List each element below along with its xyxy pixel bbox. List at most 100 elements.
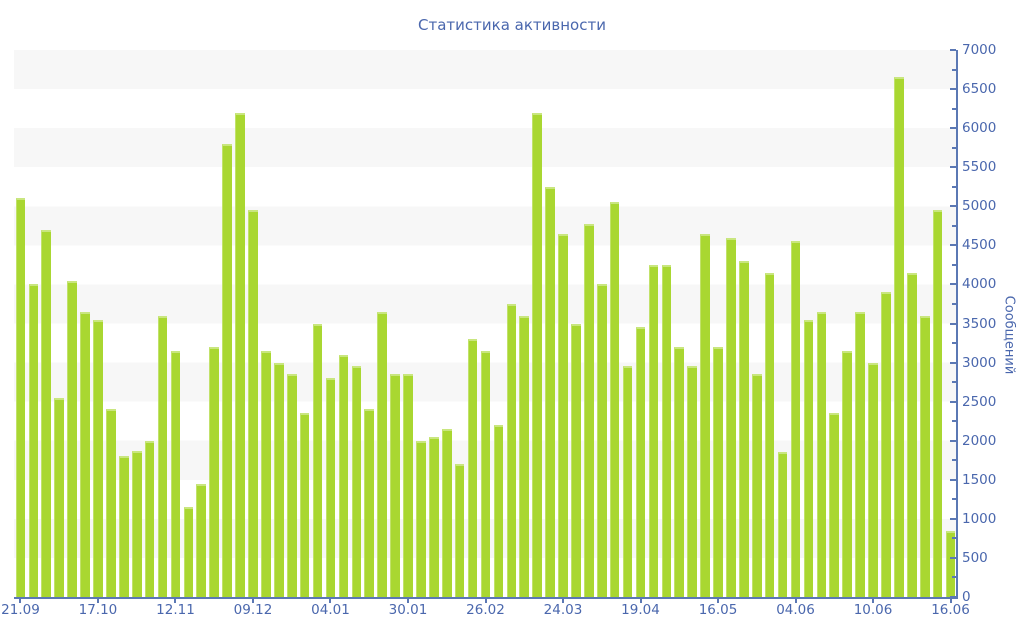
bar[interactable] — [803, 319, 814, 597]
bar[interactable] — [480, 350, 491, 597]
y-minor-tick — [952, 263, 956, 266]
bar[interactable] — [855, 311, 865, 597]
bar[interactable] — [93, 319, 103, 597]
bar[interactable] — [131, 450, 142, 597]
bar[interactable] — [325, 378, 336, 597]
plot-area — [14, 50, 957, 597]
bar[interactable] — [170, 350, 181, 597]
y-minor-tick — [952, 498, 956, 501]
bar[interactable] — [261, 350, 271, 597]
bar[interactable] — [338, 354, 349, 597]
bar[interactable] — [519, 315, 530, 597]
bar[interactable] — [868, 362, 878, 597]
bar[interactable] — [596, 284, 607, 597]
bar[interactable] — [609, 202, 620, 597]
bar[interactable] — [429, 436, 439, 597]
bar[interactable] — [390, 374, 400, 597]
x-major-tick — [794, 598, 797, 603]
bar[interactable] — [196, 483, 207, 597]
bar[interactable] — [894, 77, 904, 597]
y-major-tick — [950, 596, 956, 598]
bar[interactable] — [67, 280, 77, 597]
bar[interactable] — [157, 315, 168, 597]
bar[interactable] — [648, 264, 659, 597]
y-major-tick — [950, 439, 956, 442]
bar[interactable] — [403, 374, 413, 597]
y-major-tick — [950, 49, 956, 51]
bar[interactable] — [286, 374, 297, 597]
bar[interactable] — [416, 440, 426, 597]
x-major-tick — [251, 598, 254, 603]
bar[interactable] — [506, 303, 517, 597]
y-minor-tick — [952, 342, 956, 345]
bar[interactable] — [687, 366, 697, 597]
bar[interactable] — [377, 311, 387, 597]
x-major-tick — [949, 598, 952, 603]
x-tick-label: 26.02 — [466, 602, 505, 618]
y-tick-label: 4000 — [962, 276, 997, 293]
bar[interactable] — [635, 327, 646, 597]
bar[interactable] — [661, 264, 672, 597]
bar[interactable] — [299, 413, 310, 597]
bar[interactable] — [764, 272, 775, 597]
y-major-tick — [950, 478, 956, 481]
bar[interactable] — [274, 362, 284, 597]
bar[interactable] — [454, 464, 465, 597]
bar[interactable] — [816, 311, 827, 597]
bar[interactable] — [467, 339, 478, 597]
bar[interactable] — [713, 346, 723, 597]
bar[interactable] — [209, 346, 220, 597]
bar[interactable] — [15, 198, 26, 597]
y-minor-tick — [952, 381, 956, 384]
y-tick-label: 500 — [962, 549, 988, 566]
y-tick-label: 7000 — [962, 42, 997, 58]
bar[interactable] — [545, 186, 555, 597]
bar[interactable] — [674, 346, 685, 597]
bar[interactable] — [622, 366, 633, 597]
bar[interactable] — [571, 323, 581, 597]
bar[interactable] — [248, 210, 258, 597]
bar[interactable] — [739, 261, 749, 597]
bar[interactable] — [441, 429, 452, 597]
y-major-tick — [950, 517, 956, 520]
bar[interactable] — [700, 233, 710, 597]
y-tick-label: 4500 — [962, 237, 997, 254]
x-tick-label: 24.03 — [543, 602, 583, 618]
bar[interactable] — [118, 456, 129, 597]
bar[interactable] — [945, 530, 956, 597]
bar[interactable] — [106, 409, 116, 597]
bar[interactable] — [777, 452, 788, 597]
y-major-tick — [950, 283, 956, 286]
bar[interactable] — [726, 237, 736, 597]
x-tick-label: 17.10 — [78, 602, 118, 618]
bar[interactable] — [558, 233, 568, 597]
bar[interactable] — [751, 374, 762, 597]
bar[interactable] — [906, 272, 917, 597]
y-minor-tick — [952, 420, 956, 423]
bar[interactable] — [584, 223, 594, 597]
bar[interactable] — [235, 112, 245, 597]
bar[interactable] — [790, 241, 801, 597]
y-major-tick — [950, 361, 956, 364]
bar[interactable] — [144, 440, 155, 597]
bar[interactable] — [881, 292, 891, 597]
bar[interactable] — [41, 229, 52, 597]
bar[interactable] — [932, 210, 943, 597]
bar[interactable] — [80, 311, 90, 597]
bar[interactable] — [919, 315, 930, 597]
y-minor-tick — [952, 459, 956, 462]
bar[interactable] — [364, 409, 375, 597]
bar[interactable] — [532, 112, 542, 597]
y-tick-label: 0 — [962, 589, 971, 605]
y-minor-tick — [952, 224, 956, 227]
bar[interactable] — [829, 413, 840, 597]
bar[interactable] — [28, 284, 39, 597]
bar[interactable] — [842, 350, 852, 597]
bar[interactable] — [493, 425, 504, 597]
bar[interactable] — [222, 143, 232, 597]
y-tick-label: 1000 — [962, 510, 997, 527]
bar[interactable] — [183, 507, 194, 597]
bar[interactable] — [312, 323, 323, 597]
bar[interactable] — [54, 397, 64, 597]
bar[interactable] — [351, 366, 362, 597]
